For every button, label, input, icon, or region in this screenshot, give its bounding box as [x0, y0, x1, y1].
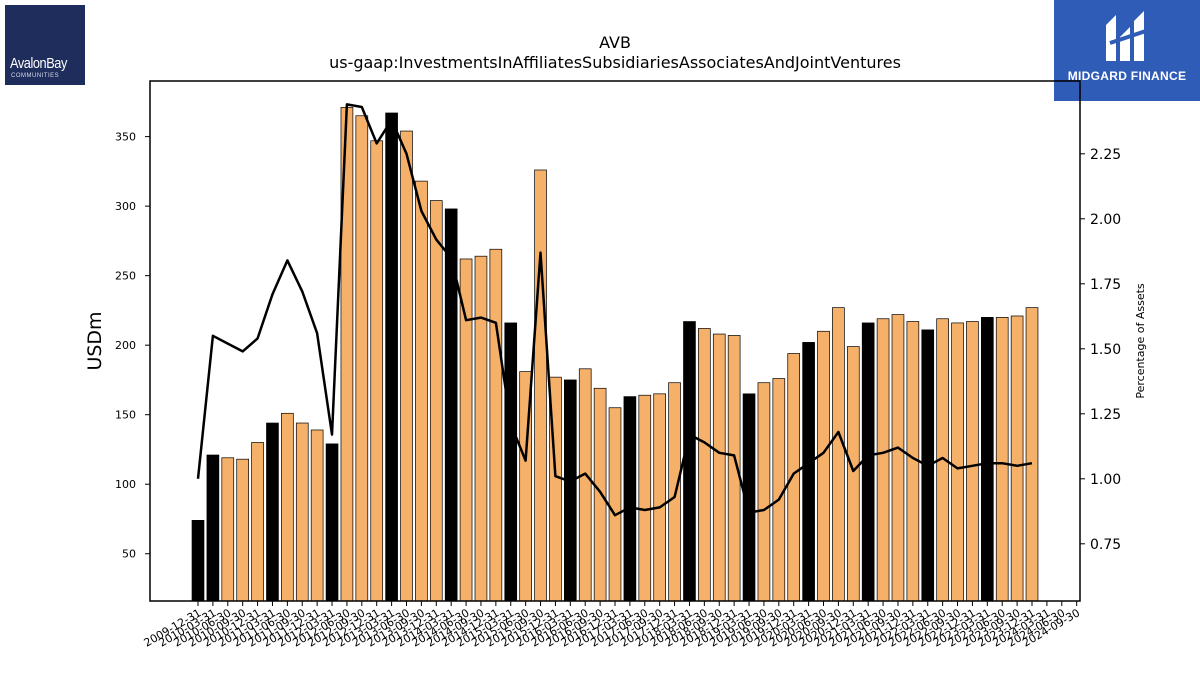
bar — [1010, 315, 1024, 602]
bar — [191, 520, 205, 602]
bar — [400, 130, 413, 602]
y-tick-label: 150 — [115, 409, 136, 422]
bar — [1025, 307, 1039, 602]
midgard-mark-icon — [1106, 11, 1147, 61]
bar — [489, 248, 503, 602]
percentage-of-assets-line — [196, 103, 1033, 517]
bar — [832, 307, 845, 602]
avalonbay-logo: AvalonBay COMMUNITIES — [5, 5, 85, 85]
y-axis-label: USDm — [84, 311, 106, 370]
bar — [876, 318, 890, 602]
bar — [802, 342, 815, 602]
plot-frame — [149, 80, 1081, 602]
bar — [444, 208, 458, 602]
bar — [534, 169, 547, 602]
bar — [504, 322, 518, 602]
bar — [295, 422, 309, 602]
y-tick-label: 50 — [122, 548, 136, 561]
bar — [474, 255, 488, 602]
bar — [370, 140, 384, 602]
bar — [981, 317, 994, 602]
y-axis-ticks: 50 100 150 200 250 300 350 — [115, 131, 150, 561]
y2-tick-label: 1.75 — [1090, 277, 1121, 293]
bar — [459, 258, 473, 602]
y-tick-label: 200 — [115, 339, 136, 352]
bar — [846, 346, 860, 602]
bar — [817, 330, 830, 602]
bar — [683, 321, 696, 602]
y-tick-label: 300 — [115, 200, 136, 213]
y2-tick-label: 2.00 — [1090, 212, 1121, 228]
bar — [266, 422, 279, 602]
y2-tick-label: 1.00 — [1090, 472, 1121, 488]
bar — [236, 458, 249, 602]
bar — [355, 115, 369, 602]
bar — [206, 454, 220, 602]
bar — [966, 321, 979, 602]
bar — [578, 368, 592, 602]
y2-axis-ticks: 0.75 1.00 1.25 1.50 1.75 2.00 2.25 — [1080, 147, 1121, 553]
avalonbay-logo-text: AvalonBay — [10, 55, 67, 72]
bar — [608, 407, 622, 602]
bar — [281, 412, 294, 602]
bar — [385, 112, 398, 602]
bar — [325, 443, 339, 602]
midgard-finance-logo: MIDGARD FINANCE — [1054, 0, 1200, 101]
y2-tick-label: 1.50 — [1090, 342, 1121, 358]
y2-tick-label: 0.75 — [1090, 537, 1121, 553]
bar — [698, 328, 711, 602]
bar — [757, 382, 771, 602]
x-axis-ticks: 2009-12-312010-03-312010-06-302010-09-30… — [142, 601, 1082, 650]
bar — [861, 322, 875, 602]
chart-subtitle: us-gaap:InvestmentsInAffiliatesSubsidiar… — [329, 53, 901, 72]
bar — [564, 379, 577, 602]
y2-tick-label: 2.25 — [1090, 147, 1121, 163]
y-tick-label: 250 — [115, 270, 136, 283]
midgard-logo-text: MIDGARD FINANCE — [1067, 69, 1187, 83]
percentage-line-series — [196, 103, 1033, 517]
bar — [415, 180, 428, 602]
avalonbay-logo-subtext: COMMUNITIES — [11, 73, 60, 79]
bar — [995, 317, 1009, 602]
bar — [772, 378, 786, 602]
y-tick-label: 100 — [115, 478, 136, 491]
bar-series — [191, 107, 1039, 602]
bar — [638, 394, 652, 602]
bar — [429, 200, 443, 602]
y2-axis-label: Percentage of Assets — [1134, 283, 1147, 399]
bar — [712, 333, 726, 602]
bar — [787, 353, 801, 602]
bar — [891, 314, 905, 602]
bar — [221, 457, 235, 602]
bar — [653, 393, 666, 602]
bar — [593, 387, 607, 602]
bar — [623, 396, 637, 602]
bar — [951, 322, 964, 602]
chart-title: AVB — [599, 33, 631, 52]
y2-tick-label: 1.25 — [1090, 407, 1121, 423]
bar — [310, 429, 324, 602]
y-tick-label: 350 — [115, 131, 136, 144]
bar — [251, 442, 264, 602]
